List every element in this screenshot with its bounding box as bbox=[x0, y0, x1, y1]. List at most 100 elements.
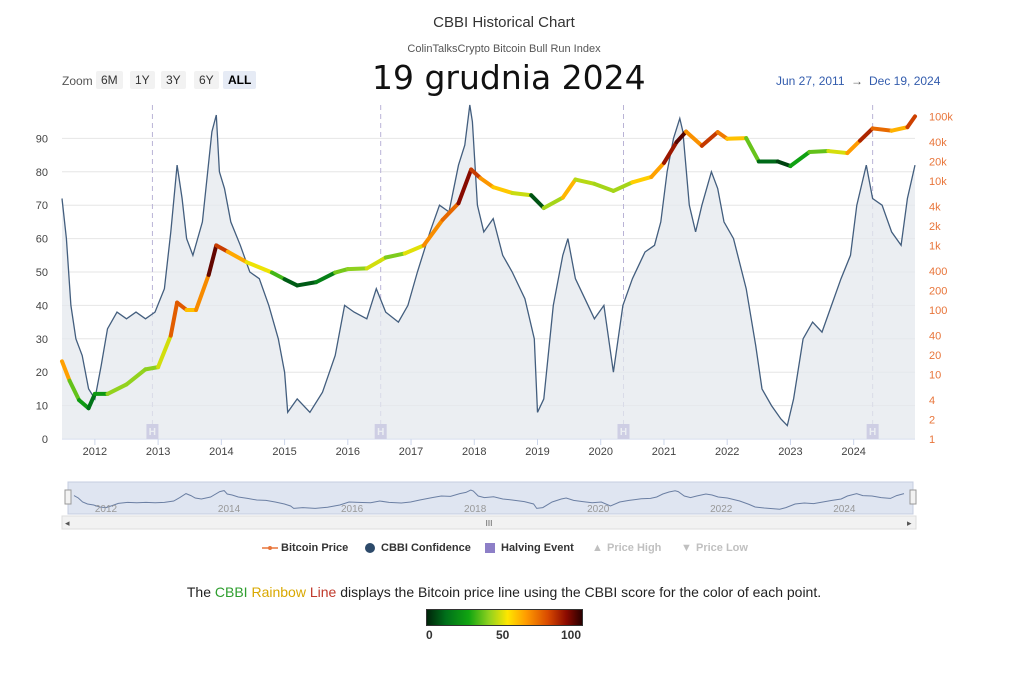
right-axis-tick-label: 4k bbox=[929, 202, 941, 214]
range-to-date[interactable]: Dec 19, 2024 bbox=[869, 74, 941, 88]
cbbi-confidence-line bbox=[61, 104, 916, 427]
bitcoin-price-segment bbox=[206, 243, 219, 277]
right-axis-tick-label: 400 bbox=[929, 266, 947, 278]
bitcoin-price-segment bbox=[214, 243, 230, 254]
scroll-left-arrow-icon: ◂ bbox=[65, 518, 70, 528]
bitcoin-price-segment bbox=[60, 359, 72, 383]
price-low-legend-icon: ▼ bbox=[681, 542, 692, 554]
bitcoin-price-segment bbox=[295, 280, 319, 288]
rainbow-caption: The CBBI Rainbow Line displays the Bitco… bbox=[0, 584, 1008, 600]
caption-post: displays the Bitcoin price line using th… bbox=[336, 584, 822, 600]
caption-rainbow: Rainbow bbox=[251, 584, 310, 600]
x-axis-tick-label: 2023 bbox=[778, 446, 802, 458]
caption-line: Line bbox=[309, 584, 337, 600]
bitcoin-price-segment bbox=[469, 167, 483, 181]
bitcoin-price-segment bbox=[541, 195, 565, 211]
zoom-button-all[interactable]: ALL bbox=[223, 71, 257, 89]
right-axis-tick-label: 4 bbox=[929, 395, 935, 407]
chart-subtitle: ColinTalksCrypto Bitcoin Bull Run Index bbox=[407, 43, 601, 55]
bitcoin-price-segment bbox=[630, 174, 654, 185]
bitcoin-price-segment bbox=[333, 267, 350, 275]
bitcoin-price-segment bbox=[775, 159, 793, 169]
range-from-date[interactable]: Jun 27, 2011 bbox=[776, 74, 845, 88]
bitcoin-price-segment bbox=[529, 193, 546, 211]
right-axis-tick-label: 20k bbox=[929, 156, 947, 168]
bitcoin-price-segment bbox=[661, 140, 679, 165]
bitcoin-price-segment bbox=[456, 167, 474, 206]
bitcoin-price-segment bbox=[440, 201, 461, 222]
x-axis-tick-label: 2014 bbox=[209, 446, 233, 458]
navigator[interactable]: 2012 2014 2016 2018 2020 2022 2024 ◂ ▸ III bbox=[0, 478, 1024, 532]
legend-halving-event[interactable]: Halving Event bbox=[501, 542, 574, 554]
zoom-button-6y[interactable]: 6Y bbox=[194, 71, 219, 89]
bitcoin-price-segment bbox=[244, 260, 274, 275]
x-axis-tick-label: 2012 bbox=[83, 446, 107, 458]
x-axis-tick-label: 2013 bbox=[146, 446, 170, 458]
bitcoin-price-segment bbox=[674, 129, 689, 145]
navigator-series bbox=[73, 489, 905, 510]
bitcoin-price-segment bbox=[699, 130, 720, 148]
bitcoin-price-segment bbox=[345, 266, 369, 272]
bitcoin-price-segment bbox=[168, 300, 180, 338]
zoom-button-6m[interactable]: 6M bbox=[96, 71, 123, 89]
legend-price-high[interactable]: Price High bbox=[607, 542, 662, 554]
bitcoin-price-segment bbox=[364, 255, 388, 271]
x-axis-tick-label: 2016 bbox=[336, 446, 360, 458]
cbbi-confidence-area bbox=[62, 105, 915, 439]
left-axis-tick-label: 60 bbox=[36, 234, 48, 246]
x-axis-tick-label: 2019 bbox=[525, 446, 549, 458]
right-axis-tick-label: 40 bbox=[929, 331, 941, 343]
legend-bitcoin-price[interactable]: Bitcoin Price bbox=[281, 542, 349, 554]
x-axis-tick-label: 2021 bbox=[652, 446, 676, 458]
zoom-button-1y[interactable]: 1Y bbox=[130, 71, 155, 89]
bitcoin-price-segment bbox=[857, 126, 875, 143]
bitcoin-price-segment bbox=[269, 270, 287, 282]
caption-cbbi: CBBI bbox=[214, 584, 252, 600]
right-axis-tick-label: 1 bbox=[929, 434, 935, 446]
right-axis-tick-label: 10 bbox=[929, 369, 941, 381]
legend-cbbi-confidence[interactable]: CBBI Confidence bbox=[381, 542, 471, 554]
x-axis-tick-label: 2018 bbox=[462, 446, 486, 458]
bitcoin-price-segment bbox=[421, 217, 445, 248]
bitcoin-price-segment bbox=[725, 136, 749, 141]
bitcoin-price-segment bbox=[510, 190, 534, 198]
colorbar-tick-100: 100 bbox=[561, 628, 582, 642]
colorbar-tick-0: 0 bbox=[426, 628, 433, 642]
navigator-year-label: 2022 bbox=[710, 504, 733, 515]
navigator-year-label: 2014 bbox=[218, 504, 241, 515]
bitcoin-price-segment bbox=[592, 181, 616, 193]
x-axis-tick-label: 2022 bbox=[715, 446, 739, 458]
left-axis-tick-label: 80 bbox=[36, 167, 48, 179]
bitcoin-price-segment bbox=[156, 333, 173, 370]
bitcoin-price-segment bbox=[573, 177, 597, 186]
bitcoin-price-segment bbox=[314, 270, 338, 285]
x-axis-tick-label: 2020 bbox=[588, 446, 612, 458]
legend-price-low[interactable]: Price Low bbox=[696, 542, 748, 554]
left-axis-tick-label: 50 bbox=[36, 267, 48, 279]
left-axis-tick-label: 0 bbox=[42, 434, 48, 446]
bitcoin-price-segment bbox=[86, 391, 97, 411]
bitcoin-price-segment bbox=[845, 138, 862, 156]
zoom-button-3y[interactable]: 3Y bbox=[161, 71, 186, 89]
bitcoin-price-segment bbox=[889, 125, 910, 133]
left-axis-tick-label: 10 bbox=[36, 401, 48, 413]
bitcoin-price-segment bbox=[649, 160, 666, 179]
right-axis-tick-label: 100 bbox=[929, 305, 947, 317]
right-axis-tick-label: 40k bbox=[929, 137, 947, 149]
navigator-year-label: 2012 bbox=[95, 504, 118, 515]
bitcoin-price-segment bbox=[905, 114, 917, 130]
navigator-scrollbar bbox=[61, 515, 917, 530]
left-axis-tick-label: 40 bbox=[36, 300, 48, 312]
bitcoin-price-segment bbox=[744, 136, 761, 164]
navigator-year-label: 2020 bbox=[587, 504, 610, 515]
bitcoin-price-legend-icon bbox=[262, 546, 278, 550]
chart-title: CBBI Historical Chart bbox=[433, 14, 575, 31]
scroll-right-arrow-icon: ▸ bbox=[907, 518, 912, 528]
bitcoin-price-segment bbox=[143, 365, 161, 372]
navigator-handle-right bbox=[909, 489, 917, 505]
navigator-year-label: 2018 bbox=[464, 504, 487, 515]
bitcoin-price-segment bbox=[124, 367, 148, 387]
scrollbar-grip-icon: III bbox=[486, 519, 493, 528]
bitcoin-price-segment bbox=[491, 185, 515, 195]
right-axis-tick-label: 20 bbox=[929, 350, 941, 362]
